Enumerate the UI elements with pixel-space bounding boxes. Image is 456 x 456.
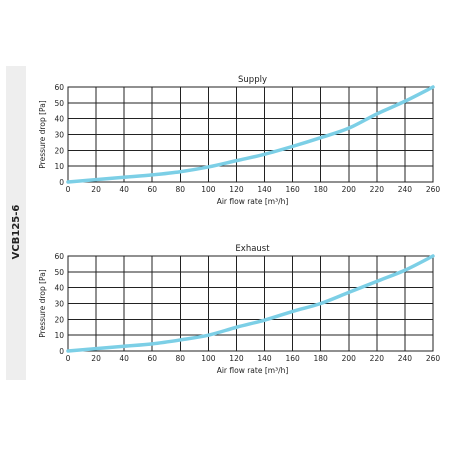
plot-frame xyxy=(67,86,434,183)
x-tick-label: 140 xyxy=(257,354,272,363)
y-tick-label: 60 xyxy=(54,252,64,261)
x-axis-label: Air flow rate [m³/h] xyxy=(217,197,289,206)
x-tick-label: 40 xyxy=(119,354,129,363)
x-tick-label: 0 xyxy=(66,185,71,194)
y-axis-label: Pressure drop [Pa] xyxy=(38,269,47,338)
x-tick-label: 80 xyxy=(176,185,186,194)
x-tick-label: 200 xyxy=(342,354,357,363)
series-line xyxy=(66,85,435,184)
y-tick-label: 0 xyxy=(59,347,64,356)
x-tick-label: 200 xyxy=(342,185,357,194)
x-tick-label: 120 xyxy=(229,185,244,194)
x-tick-label: 260 xyxy=(426,354,441,363)
chart-supply: 0 20 40 60 80 100 120 140 160 180 200 220 240 260 0 10 2… xyxy=(38,75,440,206)
x-tick-label: 20 xyxy=(91,185,101,194)
x-tick-label: 80 xyxy=(176,354,186,363)
y-tick-label: 30 xyxy=(54,131,64,140)
x-axis-label: Air flow rate [m³/h] xyxy=(217,366,289,375)
x-tick-label: 100 xyxy=(201,185,216,194)
model-label: VCB125-6 xyxy=(11,205,22,260)
y-tick-label: 30 xyxy=(54,300,64,309)
x-tick-label: 140 xyxy=(257,185,272,194)
chart-exhaust: 0 20 40 60 80 100 120 140 160 180 200 220 240 260 0 10 2… xyxy=(38,244,440,375)
y-tick-label: 40 xyxy=(54,284,64,293)
y-tick-label: 50 xyxy=(54,268,64,277)
x-tick-label: 160 xyxy=(285,185,300,194)
x-tick-label: 100 xyxy=(201,354,216,363)
series-line xyxy=(66,254,435,353)
side-strip xyxy=(6,66,26,380)
x-tick-label: 60 xyxy=(147,185,157,194)
charts-group: 0 20 40 60 80 100 120 140 160 180 200 220 240 2600102… xyxy=(38,75,440,375)
x-tick-label: 240 xyxy=(398,185,413,194)
x-tick-label: 180 xyxy=(314,354,329,363)
x-tick-label: 160 xyxy=(285,354,300,363)
x-tick-label: 40 xyxy=(119,185,129,194)
chart-title: Exhaust xyxy=(235,244,270,254)
chart-title: Supply xyxy=(238,75,267,85)
x-tick-label: 260 xyxy=(426,185,441,194)
x-tick-label: 20 xyxy=(91,354,101,363)
x-tick-label: 0 xyxy=(66,354,71,363)
x-tick-label: 180 xyxy=(314,185,329,194)
y-tick-label: 10 xyxy=(54,331,64,340)
x-tick-label: 120 xyxy=(229,354,244,363)
y-tick-label: 20 xyxy=(54,146,64,155)
x-tick-label: 60 xyxy=(147,354,157,363)
y-tick-label: 40 xyxy=(54,115,64,124)
y-tick-label: 10 xyxy=(54,162,64,171)
y-tick-label: 0 xyxy=(59,178,64,187)
x-tick-label: 220 xyxy=(370,354,385,363)
plot-frame xyxy=(67,255,434,352)
y-tick-label: 50 xyxy=(54,99,64,108)
y-tick-label: 60 xyxy=(54,83,64,92)
y-tick-label: 20 xyxy=(54,315,64,324)
y-axis-label: Pressure drop [Pa] xyxy=(38,100,47,169)
x-tick-label: 220 xyxy=(370,185,385,194)
x-tick-label: 240 xyxy=(398,354,413,363)
